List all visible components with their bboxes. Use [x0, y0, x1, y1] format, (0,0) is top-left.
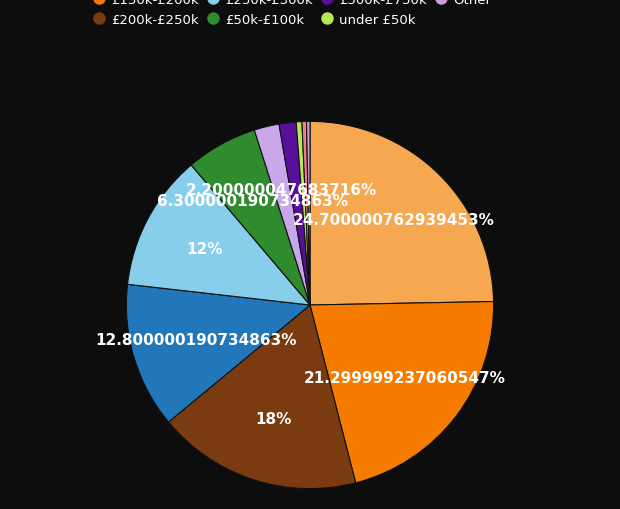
Wedge shape [169, 305, 356, 489]
Wedge shape [302, 122, 310, 305]
Wedge shape [279, 123, 310, 305]
Text: 12%: 12% [187, 242, 223, 257]
Wedge shape [191, 131, 310, 305]
Wedge shape [126, 285, 310, 422]
Wedge shape [306, 122, 310, 305]
Wedge shape [296, 122, 310, 305]
Wedge shape [128, 166, 310, 305]
Wedge shape [310, 122, 494, 305]
Text: 21.299999237060547%: 21.299999237060547% [304, 370, 506, 385]
Wedge shape [254, 125, 310, 305]
Legend: £100k-£150k, £150k-£200k, £200k-£250k, £300k-£400k, £250k-£300k, £50k-£100k, £40: £100k-£150k, £150k-£200k, £200k-£250k, £… [87, 0, 533, 32]
Text: 2.200000047683716%: 2.200000047683716% [186, 182, 378, 197]
Text: 6.300000190734863%: 6.300000190734863% [157, 194, 348, 209]
Wedge shape [310, 302, 494, 483]
Text: 24.700000762939453%: 24.700000762939453% [293, 213, 495, 228]
Text: 12.800000190734863%: 12.800000190734863% [95, 332, 296, 347]
Text: 18%: 18% [255, 411, 291, 426]
